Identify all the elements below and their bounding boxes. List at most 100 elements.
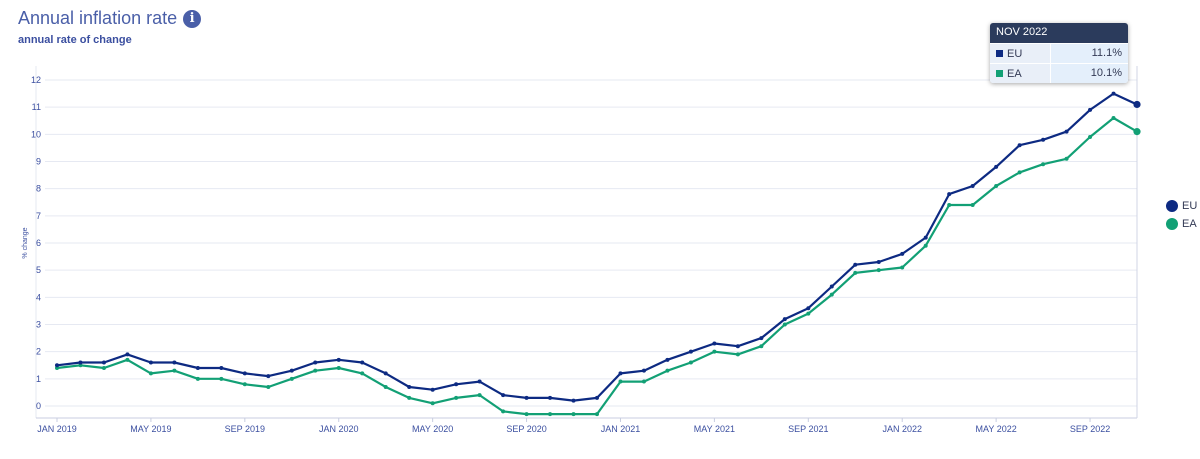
data-point-eu	[806, 306, 811, 311]
data-point-eu	[313, 360, 318, 365]
tooltip-series-name: EU	[1007, 47, 1023, 60]
data-point-eu	[336, 357, 341, 362]
data-point-eu	[641, 368, 646, 373]
data-point-ea	[148, 371, 153, 376]
data-point-eu	[383, 371, 388, 376]
data-point-eu	[430, 387, 435, 392]
data-point-ea	[501, 409, 506, 414]
data-point-eu	[219, 365, 224, 370]
x-tick-label: MAY 2019	[130, 424, 171, 434]
x-tick-label: JAN 2020	[319, 424, 359, 434]
legend-label: EA	[1182, 218, 1197, 230]
data-point-ea	[360, 371, 365, 376]
chart-title-text: Annual inflation rate	[18, 8, 178, 28]
data-point-ea	[101, 365, 106, 370]
data-point-eu	[759, 336, 764, 341]
data-point-eu	[78, 360, 83, 365]
data-point-eu	[947, 192, 952, 197]
data-point-eu	[55, 363, 59, 368]
y-tick-label: 12	[31, 75, 41, 85]
data-point-eu	[735, 344, 740, 349]
data-point-ea	[454, 395, 459, 400]
data-point-eu	[524, 395, 529, 400]
data-point-ea	[923, 243, 928, 248]
legend-dot-eu-icon	[1166, 200, 1178, 212]
data-point-ea	[665, 368, 670, 373]
series-line-ea	[56, 116, 1138, 416]
data-point-eu	[829, 284, 834, 289]
series-line-eu	[56, 92, 1138, 402]
tooltip-row-eu: EU 11.1%	[990, 43, 1128, 63]
y-tick-label: 0	[36, 401, 41, 411]
data-point-ea	[688, 360, 693, 365]
data-point-eu	[407, 384, 412, 389]
data-point-eu	[923, 235, 928, 240]
data-point-ea	[1017, 170, 1022, 175]
y-tick-label: 1	[36, 374, 41, 384]
data-point-ea	[524, 412, 529, 417]
data-point-eu	[900, 251, 905, 256]
data-point-eu	[242, 371, 247, 376]
y-tick-label: 6	[36, 238, 41, 248]
data-point-eu	[994, 164, 999, 169]
legend-label: EU	[1182, 200, 1198, 212]
tooltip-series-name: EA	[1007, 67, 1022, 80]
data-point-ea	[430, 401, 435, 406]
chart-title: Annual inflation rate i	[18, 8, 202, 29]
x-tick-label: SEP 2022	[1070, 424, 1110, 434]
data-point-ea	[195, 376, 200, 381]
y-tick-label: 9	[36, 157, 41, 167]
data-point-eu	[782, 317, 787, 322]
data-point-eu	[595, 395, 599, 400]
data-point-eu	[1133, 100, 1141, 109]
data-point-ea	[876, 268, 881, 273]
data-point-eu	[195, 365, 200, 370]
x-tick-label: MAY 2021	[694, 424, 735, 434]
x-tick-label: MAY 2020	[412, 424, 453, 434]
data-point-eu	[360, 360, 365, 365]
data-point-ea	[1133, 128, 1141, 136]
data-point-ea	[548, 412, 553, 417]
eu-swatch-icon	[996, 50, 1003, 57]
x-tick-label: MAY 2022	[976, 424, 1017, 434]
data-point-eu	[501, 393, 506, 398]
data-point-ea	[853, 270, 858, 275]
data-point-eu	[712, 341, 717, 346]
tooltip-date: NOV 2022	[990, 23, 1128, 43]
tooltip-series-value: 11.1%	[1051, 44, 1128, 63]
tooltip-row-ea: EA 10.1%	[990, 63, 1128, 83]
data-point-eu	[853, 262, 858, 267]
data-point-eu	[571, 398, 576, 403]
y-tick-label: 10	[31, 129, 41, 139]
data-point-ea	[829, 292, 834, 297]
data-point-eu	[688, 349, 693, 354]
data-point-ea	[994, 183, 999, 188]
info-icon[interactable]: i	[183, 9, 202, 28]
data-point-eu	[101, 360, 106, 365]
legend-item-eu[interactable]: EU	[1166, 197, 1197, 215]
data-point-ea	[289, 376, 294, 381]
data-point-eu	[1017, 143, 1022, 148]
data-point-ea	[806, 311, 811, 316]
data-point-ea	[266, 384, 271, 389]
data-point-eu	[548, 395, 553, 400]
data-point-ea	[571, 412, 576, 417]
data-point-eu	[125, 352, 130, 357]
data-point-ea	[242, 382, 247, 387]
data-point-eu	[1111, 91, 1116, 96]
data-point-ea	[1111, 116, 1116, 121]
data-point-ea	[712, 349, 717, 354]
data-point-eu	[148, 360, 153, 365]
data-point-ea	[313, 368, 318, 373]
data-point-ea	[172, 368, 177, 373]
data-point-ea	[759, 344, 764, 349]
chart-subtitle: annual rate of change	[18, 34, 132, 46]
legend-item-ea[interactable]: EA	[1166, 215, 1197, 233]
y-tick-label: 4	[36, 292, 41, 302]
tooltip-series-value: 10.1%	[1051, 64, 1128, 83]
data-point-ea	[125, 357, 130, 362]
ea-swatch-icon	[996, 70, 1003, 77]
x-tick-label: SEP 2019	[225, 424, 265, 434]
x-tick-label: JAN 2019	[37, 424, 77, 434]
